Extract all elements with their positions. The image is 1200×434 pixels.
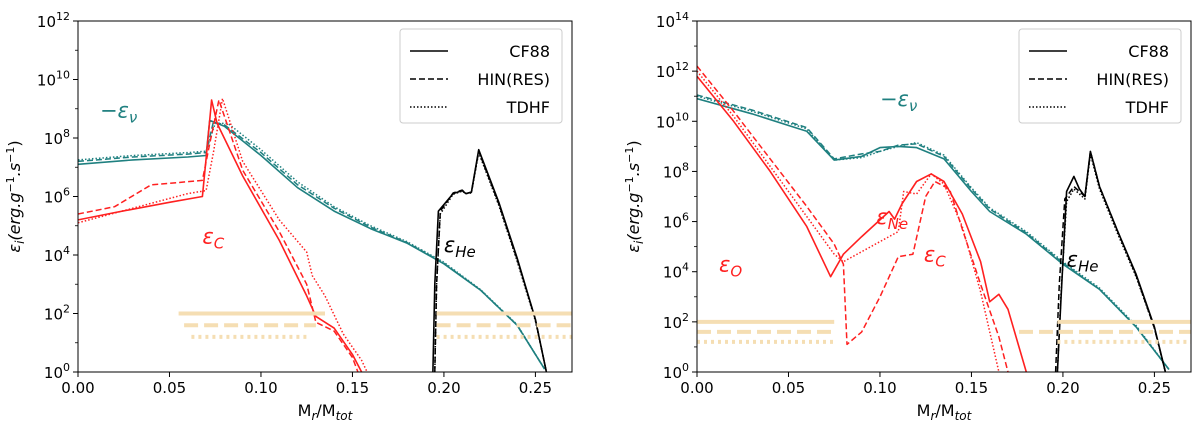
legend: CF88 HIN(RES) TDHF [399,28,563,124]
x-tick-label: 0.10 [863,379,896,397]
legend-frame [399,28,563,124]
legend-frame [1018,28,1182,124]
legend-label: TDHF [506,98,550,117]
x-tick-label: 0.25 [519,379,552,397]
y-axis-label: εi(erg.g−1.s−1) [623,140,646,252]
series-line [697,97,1170,370]
series-line [78,97,368,372]
curve-label: εO [719,253,742,281]
series-line [697,70,1000,372]
x-tick-label: 0.20 [1046,379,1079,397]
x-axis-label: Mr/Mtot [917,401,973,423]
series-line [697,65,1009,372]
x-tick-label: 0.05 [772,379,805,397]
chart-panel-1: 0.00 0.05 0.10 0.15 0.20 0.25 100 102 104 106 108 1… [4,10,573,423]
y-tick-label: 104 [44,244,70,265]
curve-label: −εν [100,99,137,127]
series-line [78,99,359,372]
y-tick-label: 102 [44,303,70,324]
y-tick-label: 108 [663,160,689,181]
curve-label: εHe [444,233,476,261]
y-tick-label: 102 [663,311,689,332]
curve-label: εC [202,224,224,252]
curve-label: εC [924,243,946,271]
x-tick-label: 0.00 [61,379,94,397]
legend-label: CF88 [509,42,550,61]
y-tick-label: 108 [44,127,70,148]
plot-area [78,97,572,372]
series-line [434,150,548,372]
y-tick-label: 104 [663,261,689,282]
legend: CF88 HIN(RES) TDHF [1018,28,1182,124]
x-tick-label: 0.05 [153,379,186,397]
x-tick-label: 0.20 [427,379,460,397]
y-tick-label: 1010 [37,69,70,90]
legend-label: HIN(RES) [1096,70,1169,89]
y-tick-label: 1012 [656,60,689,81]
plot-area [697,65,1191,372]
series-line [78,99,363,372]
x-tick-label: 0.15 [336,379,369,397]
y-tick-label: 100 [44,361,70,382]
x-tick-label: 0.25 [1138,379,1171,397]
y-tick-label: 1014 [656,10,689,31]
curve-label: εHe [1067,248,1099,276]
y-tick-label: 100 [663,361,689,382]
series-line [1056,153,1167,372]
legend-label: HIN(RES) [477,70,550,89]
series-line [434,151,548,372]
curve-label: εNe [876,205,908,233]
y-tick-label: 1012 [37,10,70,31]
x-axis-label: Mr/Mtot [298,401,354,423]
legend-label: CF88 [1128,42,1169,61]
x-tick-label: 0.00 [680,379,713,397]
y-axis-label: εi(erg.g−1.s−1) [4,140,27,252]
curve-label: −εν [880,87,917,115]
series-line [78,122,546,370]
series-line [697,94,1170,370]
series-line [697,75,1028,372]
legend-label: TDHF [1125,98,1169,117]
y-tick-label: 106 [44,186,70,207]
series-line [697,95,1170,370]
y-tick-label: 106 [663,211,689,232]
y-tick-label: 1010 [656,110,689,131]
x-tick-label: 0.15 [955,379,988,397]
chart-panel-2: 0.00 0.05 0.10 0.15 0.20 0.25 100 102 104 106 108 1… [623,10,1192,423]
x-tick-label: 0.10 [244,379,277,397]
